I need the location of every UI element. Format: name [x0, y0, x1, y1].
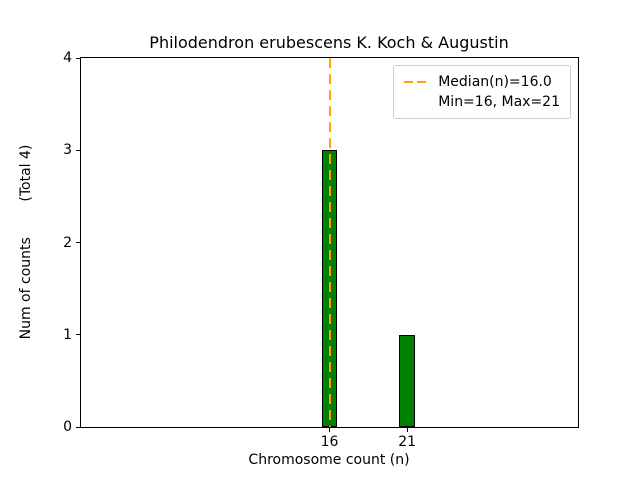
- y-tick-mark: [76, 149, 80, 151]
- legend-blank-swatch: [404, 101, 430, 103]
- chart-title: Philodendron erubescens K. Koch & August…: [149, 33, 509, 52]
- legend-entry-0: Median(n)=16.0: [404, 72, 560, 92]
- y-tick-label-4: 4: [63, 50, 72, 66]
- y-tick-label-0: 0: [63, 419, 72, 435]
- x-tick-label-21: 21: [398, 434, 417, 450]
- x-tick-mark: [329, 428, 330, 432]
- bar-x21: [399, 334, 415, 427]
- y-tick-mark: [76, 334, 80, 336]
- legend-label-1: Min=16, Max=21: [438, 94, 560, 110]
- y-tick-label-3: 3: [63, 142, 72, 159]
- legend-entry-1: Min=16, Max=21: [404, 92, 560, 112]
- y-axis-label: Num of counts (Total 4): [18, 144, 34, 340]
- x-tick-label-16: 16: [320, 434, 339, 450]
- y-tick-mark: [76, 426, 80, 428]
- median-line: [328, 58, 331, 427]
- x-tick-mark: [406, 428, 408, 432]
- plot-area: Median(n)=16.0 Min=16, Max=21: [80, 57, 579, 428]
- y-tick-label-2: 2: [63, 234, 72, 251]
- legend-label-0: Median(n)=16.0: [438, 74, 552, 90]
- legend: Median(n)=16.0 Min=16, Max=21: [393, 65, 571, 119]
- x-axis-label: Chromosome count (n): [248, 452, 410, 468]
- y-tick-mark: [76, 242, 80, 243]
- y-tick-label-1: 1: [63, 326, 72, 343]
- y-tick-mark: [76, 57, 80, 59]
- legend-dashed-line-swatch: [404, 81, 431, 83]
